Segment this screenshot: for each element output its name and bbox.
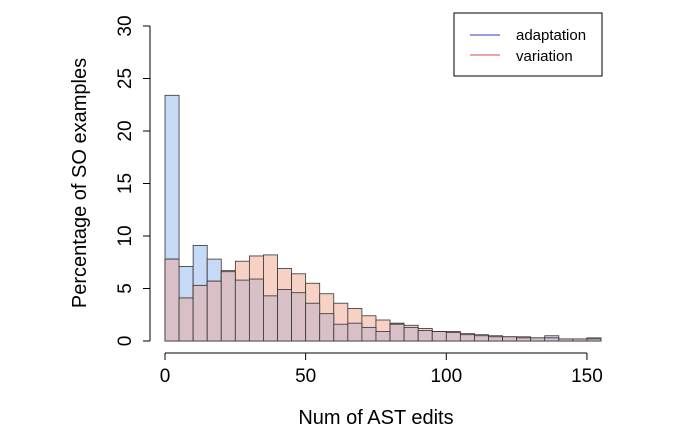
bar-overlap [347, 322, 363, 342]
y-tick-label: 25 [115, 68, 136, 89]
x-tick-label: 100 [430, 366, 462, 387]
bar-overlap [586, 338, 602, 342]
bar-overlap [544, 337, 560, 342]
bar-overlap [502, 336, 518, 342]
bar-overlap [178, 297, 194, 342]
x-axis: 0 50 100 150 [160, 352, 603, 387]
bar-overlap [459, 334, 475, 342]
x-tick-label: 0 [160, 366, 171, 387]
bar-overlap [277, 289, 292, 342]
bar-overlap [234, 279, 250, 342]
bar-overlap [445, 332, 461, 342]
y-tick-label: 30 [115, 15, 136, 36]
legend-label-adaptation: adaptation [516, 27, 586, 44]
legend: adaptation variation [453, 12, 603, 77]
bar-overlap [558, 338, 574, 342]
x-tick-label: 50 [295, 366, 316, 387]
bar-overlap [333, 323, 349, 342]
legend-box [453, 12, 603, 77]
bar-overlap [164, 258, 180, 342]
bar-overlap [488, 336, 503, 342]
bar-overlap [389, 323, 405, 342]
y-axis: 0 5 10 15 20 25 30 [115, 15, 151, 347]
bar-overlap [263, 295, 278, 342]
bar-overlap [248, 278, 264, 342]
bar-overlap [206, 280, 222, 342]
x-tick-label: 150 [571, 366, 603, 387]
bar-overlap [530, 337, 546, 342]
y-tick-label: 20 [115, 120, 136, 141]
x-axis-title: Num of AST edits [298, 407, 453, 429]
bar-overlap [291, 292, 307, 342]
bar-overlap [403, 326, 419, 342]
bar-overlap [516, 337, 532, 342]
y-tick-label: 15 [115, 173, 136, 194]
bar-overlap [305, 302, 321, 342]
bar-overlap [319, 313, 335, 342]
bar-overlap [361, 326, 377, 342]
y-tick-label: 10 [115, 225, 136, 246]
y-axis-title: Percentage of SO examples [69, 58, 91, 308]
y-tick-label: 5 [115, 283, 136, 294]
bar-overlap [220, 271, 236, 342]
overlap-bars [164, 258, 602, 342]
bar-overlap [474, 335, 489, 342]
bar-overlap [417, 330, 433, 342]
bar-overlap [572, 338, 588, 342]
bar-overlap [192, 284, 208, 342]
bar-overlap [431, 331, 447, 342]
legend-label-variation: variation [516, 48, 573, 65]
bar-overlap [375, 331, 391, 342]
y-tick-label: 0 [115, 336, 136, 347]
